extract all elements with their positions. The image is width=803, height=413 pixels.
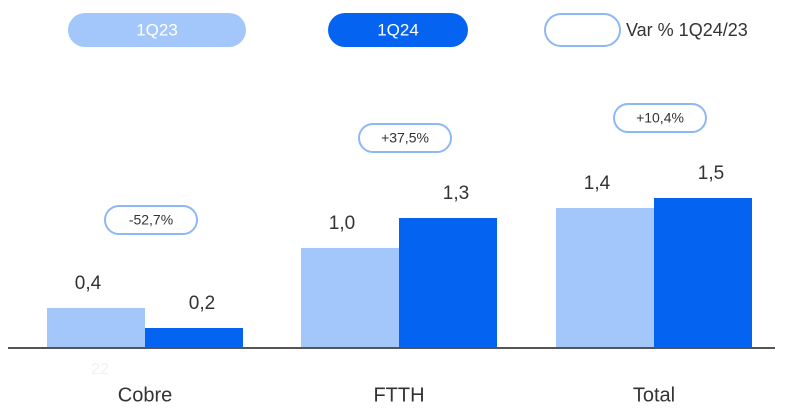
variance-label: +10,4% — [636, 110, 684, 126]
value-label: 1,3 — [443, 183, 469, 204]
legend-swatch — [544, 13, 621, 47]
x-tick-label: FTTH — [373, 384, 424, 406]
value-label: 0,4 — [75, 273, 102, 294]
variance-label: -52,7% — [129, 212, 173, 228]
value-label: 1,4 — [584, 173, 611, 194]
bar — [556, 208, 654, 348]
bar — [399, 218, 497, 348]
value-label: 1,0 — [329, 213, 355, 234]
value-label: 1,5 — [698, 163, 724, 184]
variance-label: +37,5% — [381, 130, 429, 146]
bar — [654, 198, 752, 348]
x-tick-label: Cobre — [118, 384, 172, 406]
legend-swatch — [328, 13, 468, 47]
variance-pill — [104, 205, 198, 235]
legend-label: Var % 1Q24/23 — [626, 20, 748, 40]
legend-label: 1Q23 — [136, 20, 178, 39]
legend-label: 1Q24 — [377, 20, 419, 39]
value-label: 0,2 — [189, 293, 215, 314]
x-tick-label: Total — [633, 384, 675, 406]
bar — [301, 248, 399, 348]
legend-swatch — [68, 13, 246, 47]
bar — [145, 328, 243, 348]
variance-pill — [358, 123, 452, 153]
bar — [47, 308, 145, 348]
footnote: 22 — [91, 361, 109, 378]
variance-pill — [613, 103, 707, 133]
